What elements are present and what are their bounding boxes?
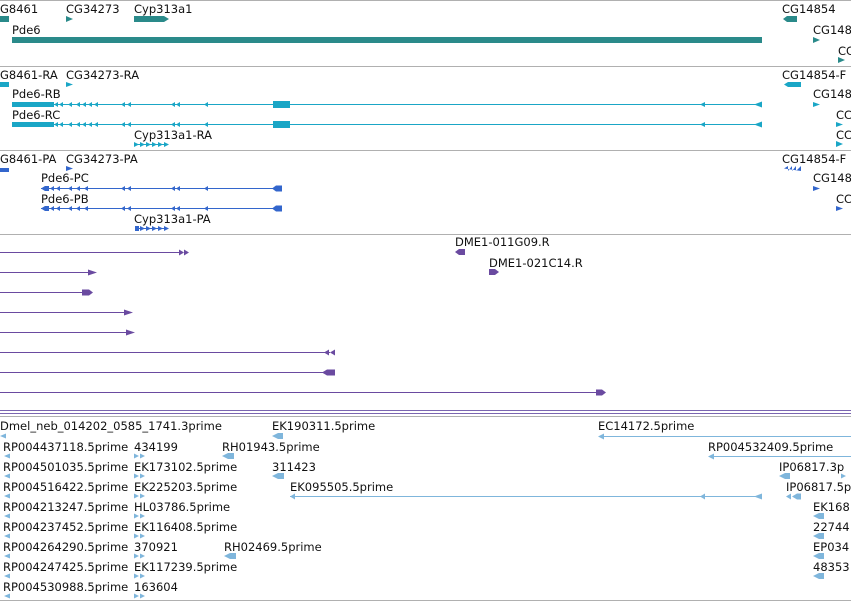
protein-label[interactable]: G8461-PA xyxy=(0,152,57,166)
transcript-label[interactable]: Cyp313a1-RA xyxy=(134,128,212,142)
est-label[interactable]: EK117239.5prime xyxy=(134,560,237,574)
protein-label[interactable]: Pde6-PB xyxy=(41,192,89,206)
est-label[interactable]: 434199 xyxy=(134,440,178,454)
protein-pde6-pc[interactable] xyxy=(41,185,282,192)
transcript-pde6-rb[interactable] xyxy=(12,101,762,108)
est-track: Dmel_neb_014202_0585_1741.3prime EK19031… xyxy=(0,419,851,599)
est-label[interactable]: RP004237452.5prime xyxy=(3,520,128,534)
gene-feature[interactable] xyxy=(783,16,797,22)
protein-feature[interactable] xyxy=(0,168,9,172)
gene-label[interactable]: CG xyxy=(838,44,851,58)
protein-feature[interactable] xyxy=(784,166,801,171)
alignment-label[interactable]: DME1-021C14.R xyxy=(489,256,583,270)
protein-label[interactable]: Cyp313a1-PA xyxy=(134,212,211,226)
alignment-row[interactable] xyxy=(0,369,335,376)
transcript-cyp313a1-ra[interactable] xyxy=(134,142,169,147)
est-label[interactable]: RP004501035.5prime xyxy=(3,460,128,474)
alignment-label[interactable]: DME1-011G09.R xyxy=(455,235,550,249)
protein-label[interactable]: CG14854-F xyxy=(782,152,846,166)
transcript-feature[interactable] xyxy=(66,82,73,87)
est-label[interactable]: RP004213247.5prime xyxy=(3,500,128,514)
est-label[interactable]: 163604 xyxy=(134,580,178,594)
protein-feature[interactable] xyxy=(66,166,73,171)
est-label[interactable]: EP034 xyxy=(813,540,849,554)
transcript-label[interactable]: G8461-RA xyxy=(0,68,58,82)
est-label[interactable]: RP004530988.5prime xyxy=(3,580,128,594)
gene-track: G8461 CG34273 Cyp313a1 CG14854 Pde6 CG14… xyxy=(0,2,851,63)
gene-feature[interactable] xyxy=(134,16,169,22)
gene-feature[interactable] xyxy=(813,37,820,43)
est-label[interactable]: EK190311.5prime xyxy=(272,419,375,433)
alignment-feature[interactable] xyxy=(455,249,465,255)
protein-label[interactable]: CG148 xyxy=(813,171,851,185)
transcript-label[interactable]: CG34273-RA xyxy=(66,68,139,82)
protein-label[interactable]: CC xyxy=(836,192,851,206)
transcript-feature[interactable] xyxy=(836,141,843,147)
gene-label[interactable]: Pde6 xyxy=(12,23,41,37)
gene-label[interactable]: CG34273 xyxy=(66,2,120,16)
gene-label[interactable]: Cyp313a1 xyxy=(134,2,192,16)
est-label[interactable]: EC14172.5prime xyxy=(598,419,694,433)
alignment-row[interactable] xyxy=(0,289,93,296)
est-label[interactable]: 22744 xyxy=(813,520,850,534)
gene-label[interactable]: G8461 xyxy=(0,2,38,16)
est-label[interactable]: 48353 xyxy=(813,560,850,574)
transcript-label[interactable]: Pde6-RB xyxy=(12,87,61,101)
protein-track: G8461-PA CG34273-PA CG14854-F Pde6-PC Pd… xyxy=(0,152,851,231)
protein-cyp313a1-pa[interactable] xyxy=(135,226,169,231)
est-label[interactable]: RP004532409.5prime xyxy=(708,440,833,454)
transcript-track: G8461-RA CG34273-RA CG14854-F Pde6-RB Pd… xyxy=(0,68,851,147)
alignment-feature[interactable] xyxy=(489,269,499,275)
est-label[interactable]: EK173102.5prime xyxy=(134,460,237,474)
est-label[interactable]: EK225203.5prime xyxy=(134,480,237,494)
est-label[interactable]: RP004247425.5prime xyxy=(3,560,128,574)
alignment-row[interactable] xyxy=(0,349,335,356)
est-label[interactable]: IP06817.5p xyxy=(786,480,851,494)
est-label[interactable]: EK116408.5prime xyxy=(134,520,237,534)
alignment-row[interactable] xyxy=(0,269,97,276)
alignment-row[interactable] xyxy=(0,309,133,316)
protein-label[interactable]: CG34273-PA xyxy=(66,152,138,166)
transcript-label[interactable]: CC xyxy=(836,108,851,122)
protein-label[interactable]: Pde6-PC xyxy=(41,171,89,185)
transcript-label[interactable]: CG148 xyxy=(813,87,851,101)
est-label[interactable]: RP004264290.5prime xyxy=(3,540,128,554)
transcript-feature[interactable] xyxy=(813,102,820,107)
alignment-row[interactable] xyxy=(0,329,135,336)
transcript-label[interactable]: Pde6-RC xyxy=(12,108,60,122)
gene-label[interactable]: CG14854 xyxy=(782,2,836,16)
gene-feature[interactable] xyxy=(838,57,845,63)
transcript-label[interactable]: CC xyxy=(836,128,851,142)
alignment-row[interactable] xyxy=(0,389,606,396)
alignment-track: DME1-011G09.R DME1-021C14.R xyxy=(0,235,606,396)
est-label[interactable]: RH01943.5prime xyxy=(222,440,320,454)
est-label[interactable]: 370921 xyxy=(134,540,178,554)
est-label[interactable]: HL03786.5prime xyxy=(134,500,230,514)
est-features[interactable] xyxy=(0,433,851,599)
est-label[interactable]: EK168 xyxy=(813,500,850,514)
protein-feature[interactable] xyxy=(836,206,843,211)
gene-feature[interactable] xyxy=(66,16,73,22)
transcript-feature[interactable] xyxy=(784,82,801,87)
alignment-row[interactable] xyxy=(0,249,189,256)
est-label[interactable]: 311423 xyxy=(272,460,316,474)
protein-feature[interactable] xyxy=(813,186,820,191)
est-label[interactable]: Dmel_neb_014202_0585_1741.3prime xyxy=(0,419,222,433)
gene-feature[interactable] xyxy=(0,16,9,22)
transcript-feature[interactable] xyxy=(836,122,843,127)
transcript-label[interactable]: CG14854-F xyxy=(782,68,846,82)
protein-pde6-pb[interactable] xyxy=(41,205,282,212)
est-label[interactable]: IP06817.3p xyxy=(779,460,844,474)
transcript-pde6-rc[interactable] xyxy=(12,121,762,128)
est-label[interactable]: RP004516422.5prime xyxy=(3,480,128,494)
transcript-feature[interactable] xyxy=(0,82,9,87)
gene-label[interactable]: CG148 xyxy=(813,23,851,37)
est-label[interactable]: RP004437118.5prime xyxy=(3,440,128,454)
est-label[interactable]: RH02469.5prime xyxy=(224,540,322,554)
est-label[interactable]: EK095505.5prime xyxy=(290,480,393,494)
gene-feature-pde6[interactable] xyxy=(12,37,762,43)
